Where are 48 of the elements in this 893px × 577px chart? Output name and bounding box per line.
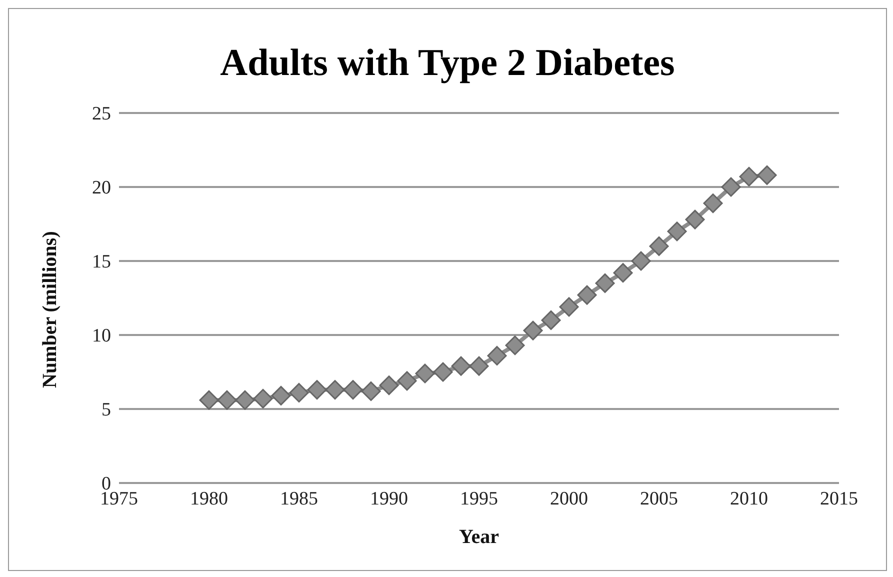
point [631, 251, 651, 271]
point [487, 346, 507, 366]
point [217, 390, 237, 410]
point [397, 371, 417, 391]
x-tick-label: 2005 [640, 488, 678, 510]
point [523, 320, 543, 340]
y-tick-label: 5 [102, 400, 111, 421]
point [739, 166, 759, 186]
y-axis-title: Number (millions) [39, 231, 62, 388]
point [469, 356, 489, 376]
point [415, 364, 435, 384]
point [451, 356, 471, 376]
point [307, 380, 327, 400]
y-tick-label: 15 [92, 252, 111, 273]
point [703, 194, 723, 214]
point [757, 165, 777, 185]
y-tick-label: 20 [92, 178, 111, 199]
point [199, 390, 219, 410]
point [613, 263, 633, 283]
point [505, 336, 525, 356]
point [343, 380, 363, 400]
x-tick-label: 1985 [280, 488, 318, 510]
point [577, 285, 597, 305]
point [649, 236, 669, 256]
point [235, 390, 255, 410]
point [271, 386, 291, 406]
point [667, 222, 687, 242]
point [559, 297, 579, 317]
x-tick-label: 1995 [460, 488, 498, 510]
chart-title: Adults with Type 2 Diabetes [219, 41, 676, 86]
point [361, 381, 381, 401]
point [685, 210, 705, 230]
point [541, 310, 561, 330]
point [433, 362, 453, 382]
x-tick-label: 2015 [820, 488, 858, 510]
x-tick-label: 1990 [370, 488, 408, 510]
y-tick-label: 25 [92, 104, 111, 125]
x-tick-label: 2010 [730, 488, 768, 510]
x-axis-title: Year [459, 526, 500, 548]
point [289, 382, 309, 402]
point [721, 177, 741, 197]
point [595, 273, 615, 293]
y-tick-label: 10 [92, 326, 111, 347]
point [379, 376, 399, 396]
point [253, 388, 273, 408]
point [325, 380, 345, 400]
x-tick-label: 1980 [190, 488, 228, 510]
x-tick-label: 2000 [550, 488, 588, 510]
